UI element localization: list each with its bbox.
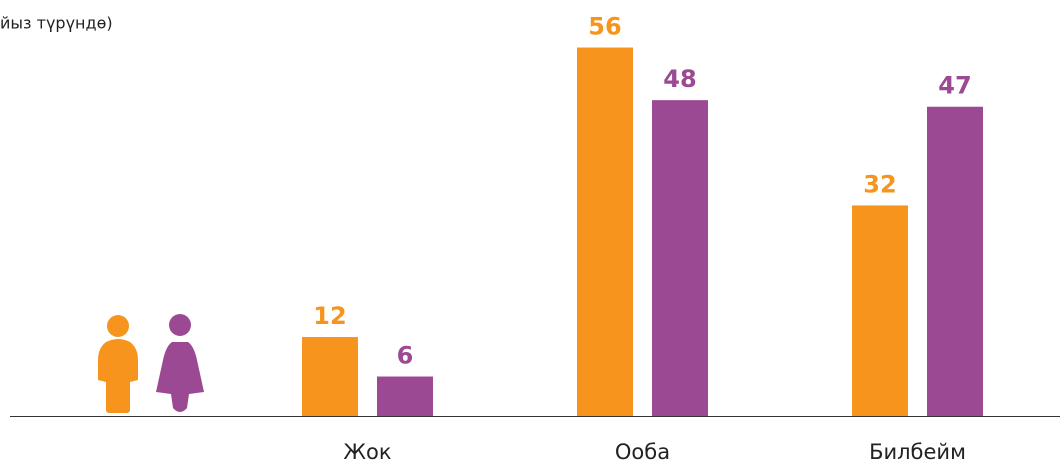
value-label: 6 — [397, 342, 414, 370]
value-label: 32 — [863, 170, 896, 198]
x-tick-label: Жок — [343, 440, 391, 463]
x-tick-label: Билбейм — [869, 440, 966, 463]
x-tick-label: Ооба — [615, 440, 670, 463]
bar — [927, 106, 983, 417]
chart-title: йыз түрүндө) — [0, 14, 113, 33]
male-icon — [98, 315, 138, 413]
bar — [302, 337, 358, 416]
value-label: 47 — [938, 72, 971, 100]
bar — [652, 100, 708, 416]
value-label: 56 — [588, 13, 621, 41]
bar — [377, 376, 433, 416]
female-icon — [156, 314, 204, 412]
bar — [577, 47, 633, 417]
bar — [852, 205, 908, 416]
value-label: 48 — [663, 65, 696, 93]
value-label: 12 — [313, 302, 346, 330]
